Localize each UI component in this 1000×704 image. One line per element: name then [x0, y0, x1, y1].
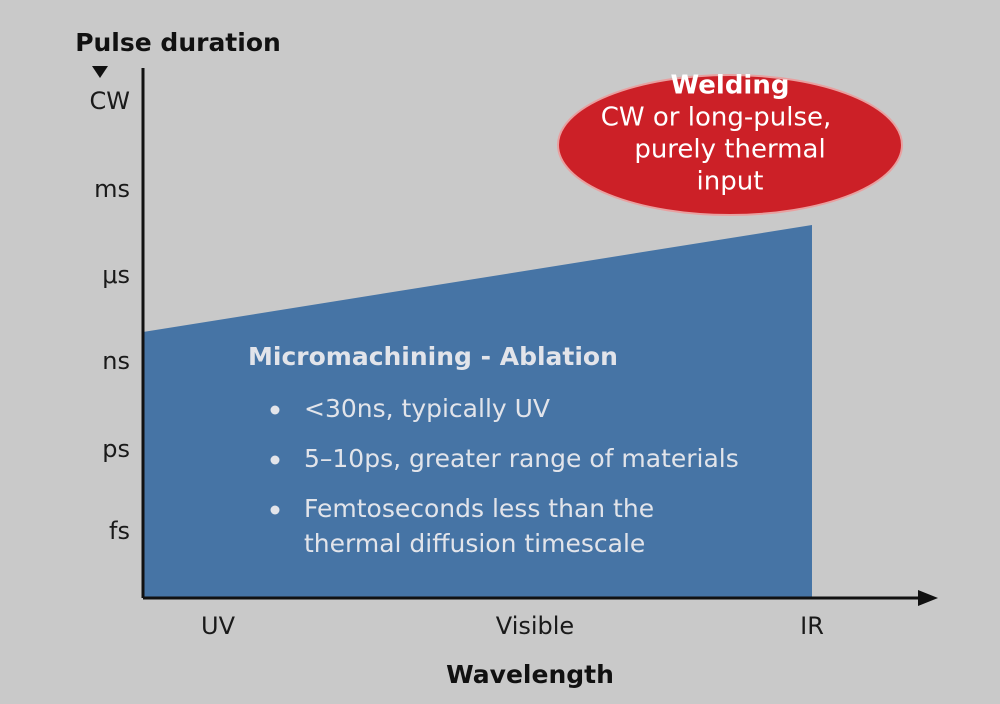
x-tick: UV: [201, 612, 236, 640]
welding-line: CW or long-pulse,: [601, 103, 832, 133]
bullet-text: thermal diffusion timescale: [304, 529, 645, 558]
y-tick: ms: [94, 175, 130, 203]
welding-line: input: [697, 167, 764, 197]
x-tick: IR: [800, 612, 824, 640]
ablation-region: [143, 225, 812, 598]
x-tick: Visible: [496, 612, 574, 640]
y-tick: CW: [90, 87, 131, 115]
y-tick: μs: [102, 261, 130, 289]
y-tick: ps: [102, 435, 130, 463]
bullet-text: <30ns, typically UV: [304, 394, 550, 423]
y-arrow: [92, 66, 108, 78]
welding-bubble: [557, 74, 903, 216]
bullet: [270, 455, 280, 465]
bullet-text: Femtoseconds less than the: [304, 494, 654, 523]
y-tick: ns: [102, 347, 130, 375]
welding-line: purely thermal: [634, 135, 825, 165]
bullet: [270, 405, 280, 415]
ablation-title: Micromachining - Ablation: [248, 342, 618, 371]
x-arrow: [918, 590, 938, 606]
y-axis-title: Pulse duration: [75, 28, 281, 57]
x-axis-title: Wavelength: [446, 660, 614, 689]
bullet: [270, 505, 280, 515]
welding-title: Welding: [671, 71, 790, 101]
bullet-text: 5–10ps, greater range of materials: [304, 444, 739, 473]
y-tick: fs: [109, 517, 130, 545]
